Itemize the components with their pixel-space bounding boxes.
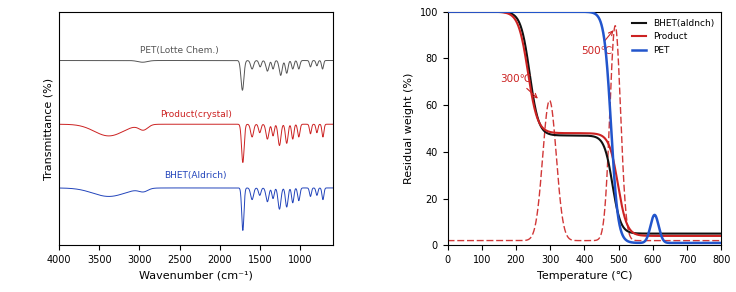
Product (682, 234, 691, 238)
X-axis label: Temperature (℃): Temperature (℃) (537, 271, 632, 281)
PET (475, 10, 484, 13)
Text: Product(crystal): Product(crystal) (160, 110, 232, 119)
PET (548, 10, 557, 13)
BHET(aldnch) (712, 232, 721, 235)
Text: 500℃: 500℃ (581, 31, 612, 56)
BHET(aldnch) (475, 10, 484, 13)
PET (560, 10, 569, 13)
PET (682, 241, 691, 245)
PET (443, 10, 452, 13)
PET (491, 10, 500, 13)
PET (717, 241, 726, 245)
Text: PET(Lotte Chem.): PET(Lotte Chem.) (141, 46, 219, 55)
PET (712, 241, 721, 245)
Product (443, 10, 452, 13)
Line: PET: PET (447, 12, 721, 243)
Text: BHET(Aldrich): BHET(Aldrich) (164, 171, 227, 180)
Product (475, 10, 484, 13)
Y-axis label: Residual weight (%): Residual weight (%) (404, 73, 414, 184)
BHET(aldnch) (548, 133, 557, 137)
BHET(aldnch) (717, 232, 726, 235)
Line: Product: Product (447, 12, 721, 236)
Product (560, 131, 569, 135)
BHET(aldnch) (560, 134, 569, 137)
Legend: BHET(aldnch), Product, PET: BHET(aldnch), Product, PET (629, 16, 717, 58)
X-axis label: Wavenumber (cm⁻¹): Wavenumber (cm⁻¹) (139, 271, 252, 281)
BHET(aldnch) (491, 10, 500, 13)
Y-axis label: Transmittance (%): Transmittance (%) (43, 77, 53, 180)
Product (717, 234, 726, 238)
Text: 300℃: 300℃ (500, 74, 537, 98)
Product (491, 10, 500, 13)
Product (712, 234, 721, 238)
Line: BHET(aldnch): BHET(aldnch) (447, 12, 721, 234)
BHET(aldnch) (682, 232, 691, 235)
BHET(aldnch) (443, 10, 452, 13)
Product (548, 131, 557, 134)
